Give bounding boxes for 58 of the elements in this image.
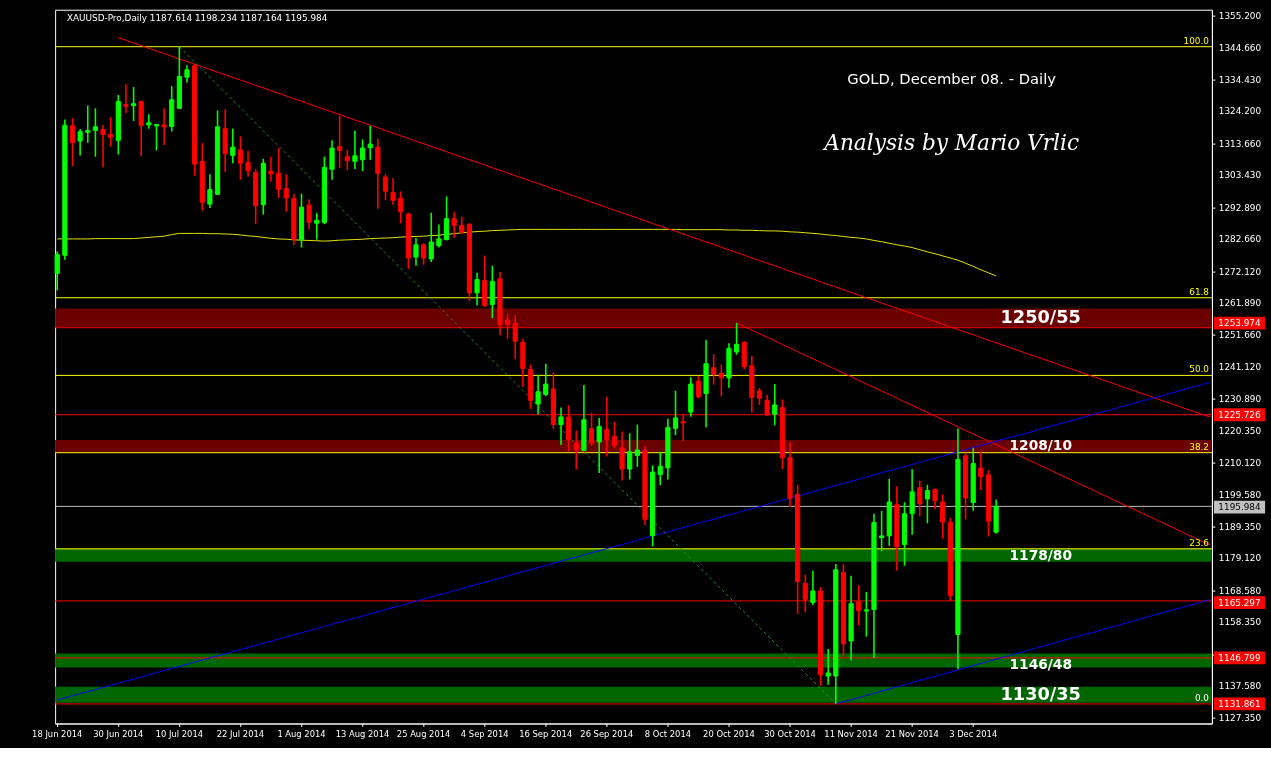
annotation: 38.2: [1189, 441, 1209, 452]
ref-line-label: 1131.861: [1218, 698, 1261, 709]
annotation: 50.0: [1189, 364, 1210, 375]
y-tick-label: 1158.350: [1218, 617, 1262, 628]
x-tick-label: 21 Nov 2014: [885, 728, 939, 739]
y-tick-label: 1210.120: [1218, 457, 1262, 468]
band-label: 1250/55: [1000, 306, 1081, 327]
band-label: 1208/10: [1009, 436, 1072, 453]
y-tick-label: 1282.660: [1218, 234, 1262, 245]
y-tick-label: 1189.350: [1218, 521, 1262, 532]
x-tick-label: 26 Sep 2014: [580, 728, 634, 739]
x-tick-label: 30 Jun 2014: [93, 728, 144, 739]
y-tick-label: 1220.350: [1218, 426, 1262, 437]
y-tick-label: 1251.660: [1218, 329, 1262, 340]
band-label: 1146/48: [1009, 655, 1072, 672]
x-tick-label: 11 Nov 2014: [824, 728, 878, 739]
ref-line-label: 1146.799: [1218, 652, 1261, 663]
band-label: 1178/80: [1009, 546, 1072, 563]
text: Analysis by Mario Vrlic: [822, 130, 1080, 156]
x-tick-label: 20 Oct 2014: [703, 728, 755, 739]
x-tick-label: 25 Aug 2014: [396, 728, 451, 739]
x-tick-label: 30 Oct 2014: [764, 728, 816, 739]
x-tick-label: 3 Dec 2014: [949, 728, 998, 739]
x-tick-label: 4 Sep 2014: [460, 728, 509, 739]
x-tick-label: 22 Jul 2014: [216, 728, 265, 739]
y-tick-label: 1261.890: [1218, 298, 1262, 309]
y-tick-label: 1230.890: [1218, 393, 1262, 404]
y-tick-label: 1137.580: [1218, 681, 1262, 692]
y-tick-label: 1344.660: [1218, 43, 1262, 54]
x-tick-label: 10 Jul 2014: [155, 728, 204, 739]
y-tick-label: 1313.660: [1218, 138, 1262, 149]
y-tick-label: 1241.120: [1218, 362, 1262, 373]
ref-line-label: 1253.974: [1218, 317, 1261, 328]
y-tick-label: 1127.350: [1218, 712, 1262, 723]
annotation: XAUUSD-Pro,Daily 1187.614 1198.234 1187.164 1195.984: [66, 12, 328, 23]
y-tick-label: 1199.580: [1218, 490, 1262, 501]
ref-line-label: 1195.984: [1218, 502, 1261, 513]
ref-line-label: 1165.297: [1218, 597, 1261, 608]
y-tick-label: 1179.120: [1218, 553, 1262, 564]
x-tick-label: 8 Oct 2014: [644, 728, 692, 739]
y-tick-label: 1168.580: [1218, 585, 1262, 596]
ref-line-label: 1225.726: [1218, 409, 1261, 420]
x-tick-label: 1 Aug 2014: [277, 728, 326, 739]
x-tick-label: 13 Aug 2014: [335, 728, 390, 739]
annotation: 61.8: [1189, 286, 1210, 297]
band-label: 1130/35: [1000, 683, 1081, 704]
y-tick-label: 1292.890: [1218, 202, 1262, 213]
y-tick-label: 1303.430: [1218, 170, 1262, 181]
y-tick-label: 1272.120: [1218, 266, 1262, 277]
x-tick-label: 16 Sep 2014: [519, 728, 573, 739]
annotation: 0.0: [1194, 692, 1210, 703]
y-tick-label: 1334.430: [1218, 74, 1262, 85]
y-tick-label: 1355.200: [1218, 10, 1262, 21]
y-tick-label: 1324.200: [1218, 106, 1262, 117]
annotation: 23.6: [1189, 537, 1210, 548]
x-tick-label: 18 Jun 2014: [32, 728, 83, 739]
annotation: 100.0: [1183, 35, 1210, 46]
text: GOLD, December 08. - Daily: [847, 70, 1057, 88]
